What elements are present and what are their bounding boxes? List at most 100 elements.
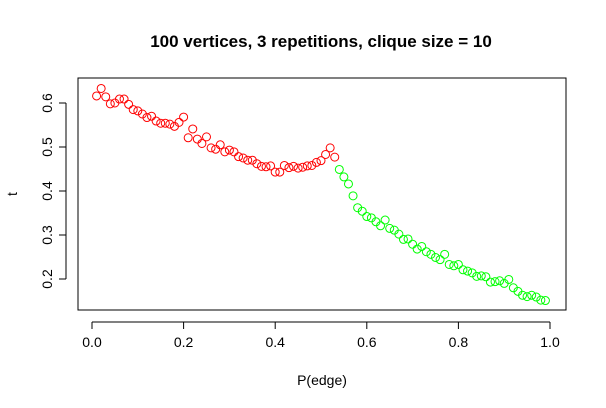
data-point <box>421 247 431 257</box>
data-point <box>293 163 303 173</box>
data-point <box>435 255 445 265</box>
y-tick-label: 0.2 <box>39 269 55 289</box>
data-point <box>298 162 308 172</box>
data-point <box>92 91 102 101</box>
data-point <box>385 223 395 233</box>
data-point <box>151 116 161 126</box>
data-point <box>96 83 106 93</box>
data-point <box>215 140 225 150</box>
data-point <box>252 159 262 169</box>
data-point <box>522 292 532 302</box>
y-tick-label: 0.6 <box>39 93 55 113</box>
x-tick-label: 0.0 <box>82 334 102 350</box>
data-point <box>119 94 129 104</box>
x-axis: 0.0 0.2 0.4 0.6 0.8 1.0 <box>82 321 560 350</box>
data-point <box>531 292 541 302</box>
data-point <box>183 133 193 143</box>
y-axis-label: t <box>4 192 20 196</box>
data-point <box>536 295 546 305</box>
x-tick-label: 0.6 <box>357 334 377 350</box>
data-point <box>133 106 143 116</box>
data-point <box>472 271 482 281</box>
data-point <box>174 117 184 127</box>
data-point <box>202 132 211 142</box>
data-point <box>307 160 317 170</box>
data-point <box>431 252 440 262</box>
data-point <box>321 149 331 159</box>
data-point <box>362 212 372 222</box>
data-point <box>128 105 138 115</box>
x-tick-label: 0.8 <box>449 334 469 350</box>
data-point <box>449 261 459 271</box>
data-point <box>527 290 537 300</box>
data-point <box>142 113 152 123</box>
data-point <box>330 152 340 162</box>
plot-frame <box>77 77 567 311</box>
data-point <box>398 234 408 244</box>
data-point <box>485 277 495 287</box>
y-tick-label: 0.3 <box>39 225 55 245</box>
data-point <box>147 111 157 121</box>
y-axis: 0.2 0.3 0.4 0.5 0.6 <box>39 93 67 289</box>
data-point <box>124 99 134 109</box>
data-point <box>197 138 207 148</box>
data-points <box>92 83 550 306</box>
data-point <box>156 118 166 128</box>
data-point <box>270 167 280 177</box>
data-point <box>261 162 271 172</box>
data-point <box>266 161 276 171</box>
x-tick-label: 0.2 <box>174 334 194 350</box>
data-point <box>504 274 514 284</box>
data-point <box>458 265 468 275</box>
data-point <box>243 155 253 165</box>
data-point <box>188 124 198 134</box>
data-point <box>311 157 321 167</box>
data-point <box>256 161 266 171</box>
data-point <box>302 161 312 171</box>
data-point <box>334 164 344 174</box>
x-tick-label: 1.0 <box>540 334 560 350</box>
x-axis-label: P(edge) <box>297 372 347 388</box>
data-point <box>343 179 353 189</box>
data-point <box>440 249 450 259</box>
data-point <box>376 221 386 231</box>
data-point <box>490 277 500 287</box>
data-point <box>476 271 486 281</box>
data-point <box>160 118 170 128</box>
data-point <box>211 144 221 154</box>
data-point <box>495 276 505 286</box>
data-point <box>540 296 550 306</box>
data-point <box>357 206 367 216</box>
data-point <box>339 172 349 182</box>
data-point <box>179 112 189 122</box>
data-point <box>426 249 436 259</box>
data-point <box>481 272 491 282</box>
chart-title: 100 vertices, 3 repetitions, clique size… <box>150 32 492 51</box>
y-tick-label: 0.4 <box>39 181 55 201</box>
data-point <box>206 143 216 153</box>
data-point <box>105 99 115 109</box>
data-point <box>234 152 244 162</box>
data-point <box>412 244 422 254</box>
data-point <box>220 147 230 157</box>
data-point <box>229 147 239 157</box>
data-point <box>238 153 248 163</box>
data-point <box>325 143 335 153</box>
data-point <box>275 167 285 177</box>
data-point <box>101 92 111 102</box>
data-point <box>463 266 473 276</box>
data-point <box>417 241 427 251</box>
data-point <box>348 191 358 201</box>
data-point <box>394 229 404 239</box>
data-point <box>289 161 299 171</box>
data-point <box>114 94 124 104</box>
data-point <box>380 215 390 225</box>
data-point <box>408 239 418 249</box>
data-point <box>192 134 202 144</box>
data-point <box>165 119 175 129</box>
data-point <box>453 259 463 269</box>
data-point <box>316 156 326 166</box>
data-point <box>518 290 528 300</box>
x-tick-label: 0.4 <box>265 334 285 350</box>
data-point <box>403 234 413 244</box>
